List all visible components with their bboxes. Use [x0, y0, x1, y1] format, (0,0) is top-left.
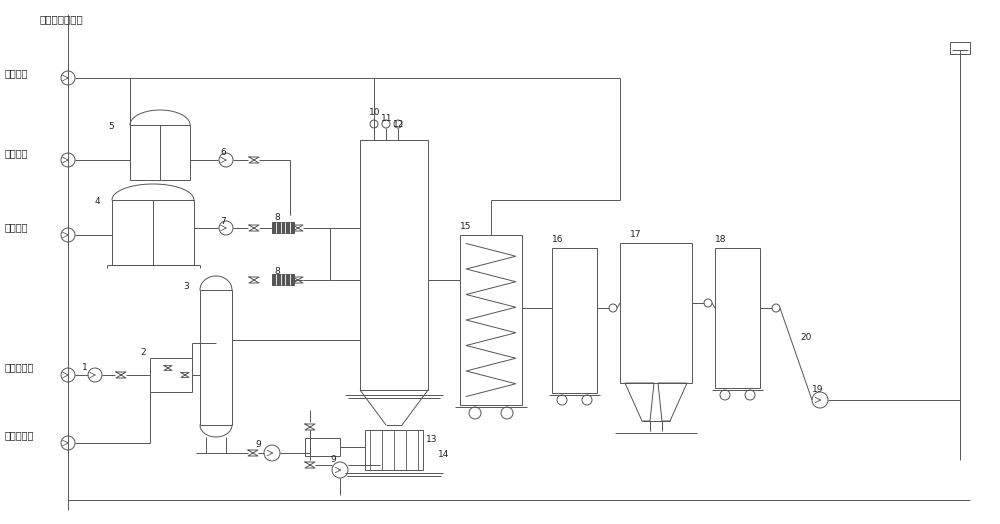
- Circle shape: [609, 304, 617, 312]
- Text: 二甲胺液液: 二甲胺液液: [5, 362, 34, 372]
- Circle shape: [382, 120, 390, 128]
- Text: 低压蒸汽: 低压蒸汽: [5, 68, 28, 78]
- Bar: [272, 222, 294, 233]
- Bar: [715, 248, 760, 388]
- Bar: [200, 290, 232, 425]
- Bar: [620, 243, 692, 383]
- Bar: [130, 125, 190, 180]
- Text: 工艺废气: 工艺废气: [5, 222, 28, 232]
- Circle shape: [812, 392, 828, 408]
- Text: 6: 6: [220, 148, 226, 157]
- Circle shape: [557, 395, 567, 405]
- Circle shape: [219, 221, 233, 235]
- Circle shape: [219, 153, 233, 167]
- Circle shape: [394, 120, 402, 128]
- Text: 13: 13: [426, 435, 438, 444]
- Bar: [950, 42, 970, 54]
- Text: 工艺釜残: 工艺釜残: [5, 148, 28, 158]
- Text: 4: 4: [95, 197, 101, 206]
- Text: 2: 2: [140, 348, 146, 357]
- Circle shape: [332, 462, 348, 478]
- Bar: [365, 430, 423, 470]
- Bar: [305, 438, 340, 456]
- Text: 5: 5: [108, 122, 114, 131]
- Circle shape: [61, 71, 75, 85]
- Bar: [552, 248, 597, 393]
- Bar: [150, 358, 192, 392]
- Text: 3: 3: [183, 282, 189, 291]
- Circle shape: [61, 228, 75, 242]
- Text: 16: 16: [552, 235, 564, 244]
- Circle shape: [370, 120, 378, 128]
- Text: 20: 20: [800, 333, 811, 342]
- Text: 12: 12: [393, 120, 404, 129]
- Text: 19: 19: [812, 385, 824, 394]
- Circle shape: [745, 390, 755, 400]
- Circle shape: [88, 368, 102, 382]
- Circle shape: [501, 407, 513, 419]
- Bar: [460, 235, 522, 405]
- Text: 15: 15: [460, 222, 472, 231]
- Circle shape: [772, 304, 780, 312]
- Bar: [112, 200, 194, 265]
- Circle shape: [264, 445, 280, 461]
- Text: 8: 8: [274, 213, 280, 222]
- Bar: [360, 140, 428, 390]
- Text: 二甲胺淡液: 二甲胺淡液: [5, 430, 34, 440]
- Circle shape: [469, 407, 481, 419]
- Circle shape: [704, 299, 712, 307]
- Text: 主工艺系统界区: 主工艺系统界区: [40, 14, 84, 24]
- Text: 11: 11: [381, 114, 392, 123]
- Text: 1: 1: [82, 363, 88, 372]
- Text: 17: 17: [630, 230, 642, 239]
- Text: 9: 9: [330, 455, 336, 464]
- Bar: [272, 274, 294, 285]
- Circle shape: [720, 390, 730, 400]
- Circle shape: [61, 153, 75, 167]
- Circle shape: [61, 436, 75, 450]
- Text: 14: 14: [438, 450, 449, 459]
- Text: 9: 9: [255, 440, 261, 449]
- Text: 7: 7: [220, 217, 226, 226]
- Circle shape: [61, 368, 75, 382]
- Text: 8: 8: [274, 267, 280, 276]
- Circle shape: [582, 395, 592, 405]
- Text: 18: 18: [715, 235, 726, 244]
- Text: 10: 10: [369, 108, 380, 117]
